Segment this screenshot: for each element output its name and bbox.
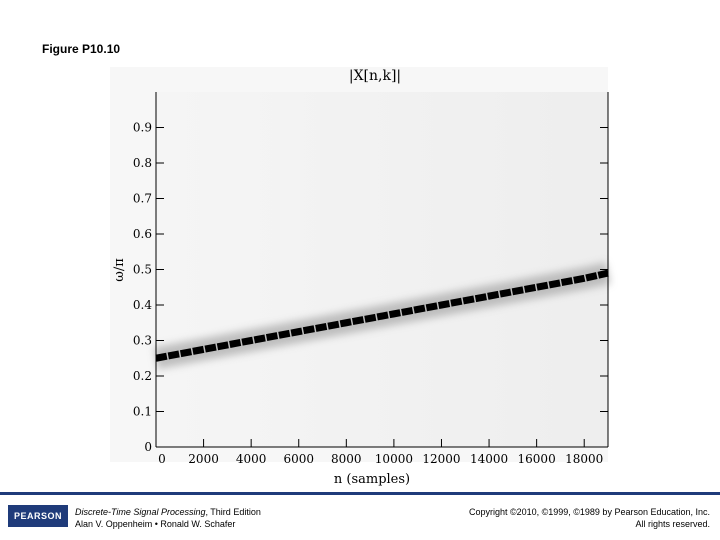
y-tick-label: 0.5	[133, 263, 152, 277]
copyright-text: Copyright ©2010, ©1999, ©1989 by Pearson…	[468, 507, 710, 517]
book-authors: Alan V. Oppenheim • Ronald W. Schafer	[75, 519, 236, 529]
book-edition: , Third Edition	[205, 507, 261, 517]
y-tick-label: 0.3	[133, 334, 152, 348]
book-info: Discrete-Time Signal Processing, Third E…	[75, 506, 261, 530]
x-tick-label: 2000	[188, 452, 219, 466]
publisher-logo: PEARSON	[8, 505, 68, 527]
footer-divider	[0, 492, 720, 495]
chart-title: |X[n,k]|	[349, 68, 401, 84]
y-tick-label: 0.9	[133, 121, 152, 135]
x-tick-label: 4000	[236, 452, 267, 466]
x-tick-label: 0	[158, 452, 166, 466]
ridge-line	[155, 269, 609, 362]
x-tick-label: 12000	[422, 452, 460, 466]
spectrogram-chart: 0 0.1 0.2 0.3 0.4 0.5 0.6 0.7 0.8 0.9 0 2000 4000 600…	[110, 67, 611, 487]
x-tick-label: 18000	[565, 452, 603, 466]
x-tick-label: 8000	[331, 452, 362, 466]
x-tick-label: 16000	[518, 452, 556, 466]
y-tick-label: 0.8	[133, 156, 152, 170]
y-tick-label: 0.1	[133, 405, 152, 419]
figure-label: Figure P10.10	[42, 42, 121, 56]
book-title: Discrete-Time Signal Processing	[75, 507, 206, 517]
x-tick-label: 10000	[375, 452, 413, 466]
y-tick-label: 0.2	[133, 369, 152, 383]
x-tick-label: 14000	[470, 452, 508, 466]
rights-text: All rights reserved.	[635, 519, 710, 529]
y-tick-label: 0.7	[133, 192, 152, 206]
copyright-notice: Copyright ©2010, ©1999, ©1989 by Pearson…	[469, 506, 710, 530]
plot-area	[156, 92, 608, 447]
y-axis-label: ω/π	[112, 258, 127, 282]
x-axis-label: n (samples)	[334, 472, 410, 487]
x-tick-label: 6000	[283, 452, 314, 466]
y-tick-label: 0.6	[133, 227, 152, 241]
y-tick-label: 0	[144, 440, 152, 454]
y-tick-label: 0.4	[133, 298, 152, 312]
